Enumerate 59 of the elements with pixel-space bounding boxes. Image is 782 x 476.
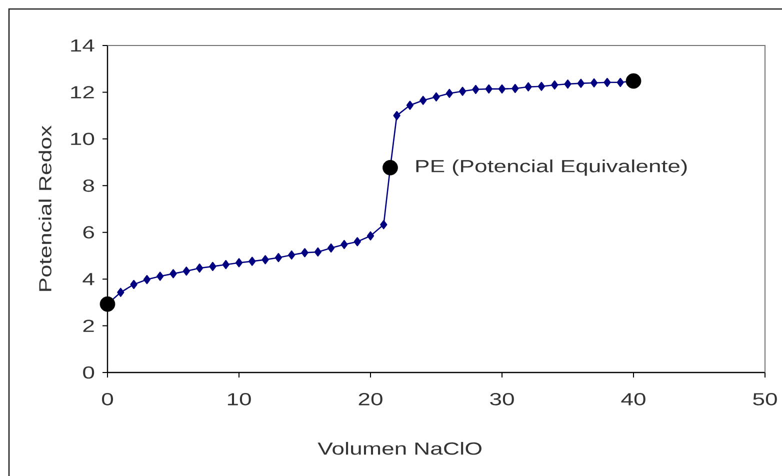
- x-tick-label: 10: [228, 393, 251, 406]
- point: [420, 96, 427, 105]
- point: [538, 82, 546, 91]
- point: [446, 88, 453, 98]
- point: [130, 280, 138, 289]
- y-tick-label: 2: [83, 320, 94, 332]
- x-tick-label: 30: [490, 393, 514, 406]
- point: [143, 274, 151, 284]
- x-tick-label: 20: [358, 393, 382, 406]
- point: [616, 78, 624, 87]
- point: [100, 296, 116, 312]
- point: [196, 264, 204, 273]
- point: [366, 231, 374, 240]
- x-tick-label: 50: [753, 393, 777, 406]
- y-tick-label: 6: [83, 226, 94, 239]
- point: [182, 266, 190, 276]
- point: [117, 288, 124, 297]
- y-tick-label: 8: [83, 179, 94, 192]
- point: [393, 111, 400, 120]
- point: [301, 248, 308, 258]
- point: [235, 258, 243, 268]
- point: [382, 160, 398, 176]
- point: [380, 220, 388, 230]
- point: [170, 269, 177, 278]
- point: [472, 84, 480, 94]
- point: [512, 84, 519, 94]
- y-tick-label: 14: [71, 39, 94, 52]
- point: [156, 272, 164, 281]
- point: [564, 79, 572, 89]
- point: [354, 237, 361, 246]
- point: [498, 84, 506, 94]
- point: [485, 84, 492, 94]
- point: [432, 92, 440, 102]
- point: [340, 240, 348, 250]
- x-tick-label: 40: [621, 393, 646, 406]
- point: [590, 78, 598, 88]
- y-axis-title: Potencial Redox: [38, 125, 52, 291]
- x-axis-title: Volumen NaClO: [318, 442, 482, 455]
- point: [274, 253, 282, 262]
- y-tick-label: 4: [82, 273, 94, 286]
- point: [524, 82, 532, 92]
- y-tick-label: 12: [71, 86, 94, 98]
- y-tick-label: 0: [83, 366, 94, 379]
- point: [577, 78, 584, 88]
- y-tick-label: 10: [71, 132, 94, 146]
- x-tick-label: 0: [102, 393, 114, 406]
- point: [551, 80, 558, 90]
- point: [327, 243, 335, 253]
- point: [406, 100, 414, 110]
- point: [288, 250, 296, 260]
- point: [248, 256, 256, 266]
- point: [262, 255, 269, 264]
- point: [604, 78, 611, 87]
- point: [314, 247, 322, 257]
- point: [209, 262, 216, 272]
- point: [458, 86, 466, 96]
- point: [222, 260, 230, 270]
- annotation: PE (Potencial Equivalente): [416, 160, 687, 176]
- point: [626, 73, 642, 89]
